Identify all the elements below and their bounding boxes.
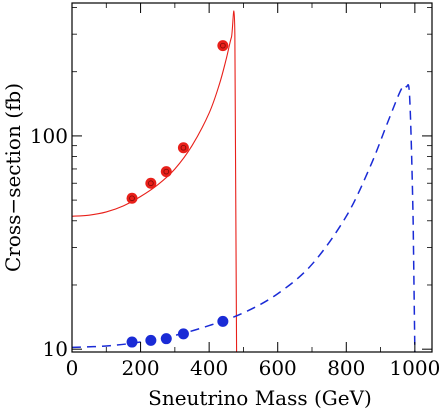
y-tick-label-100: 100 [30, 124, 68, 148]
series-1-point-4 [217, 315, 229, 327]
series-0-point-4-ring [220, 42, 226, 49]
series-1-point-2 [160, 333, 172, 345]
series-0-point-3-ring [180, 144, 187, 151]
x-tick-label-800: 800 [327, 356, 365, 380]
series-0-point-1 [145, 177, 157, 189]
x-axis-label: Sneutrino Mass (GeV) [148, 386, 372, 410]
series-0-point-2 [160, 166, 172, 178]
x-tick-label-0: 0 [66, 356, 79, 380]
tick-labels-layer: 0 200 400 600 800 1000 10 100 [30, 124, 440, 380]
y-axis-label: Cross−section (fb) [1, 83, 25, 272]
series-0-point-3 [177, 142, 189, 154]
plot-frame [71, 2, 433, 353]
x-tick-label-400: 400 [190, 356, 228, 380]
y-tick-label-10: 10 [43, 337, 68, 361]
series-1-curve [72, 83, 416, 352]
ticks-layer [71, 3, 432, 352]
points-layer [126, 40, 229, 348]
series-0-point-0 [126, 192, 138, 204]
series-0-point-2-ring [163, 168, 170, 175]
x-tick-label-1000: 1000 [389, 356, 440, 380]
curves-layer [72, 10, 416, 352]
series-1-point-1 [145, 334, 157, 346]
series-0-point-0-ring [129, 195, 135, 202]
series-0-point-4 [217, 40, 229, 52]
series-1-point-0 [126, 336, 138, 348]
x-tick-label-600: 600 [259, 356, 297, 380]
series-1-point-3 [177, 328, 189, 340]
series-0-point-1-ring [148, 180, 154, 187]
x-tick-label-200: 200 [121, 356, 159, 380]
series-0-curve [72, 10, 238, 352]
